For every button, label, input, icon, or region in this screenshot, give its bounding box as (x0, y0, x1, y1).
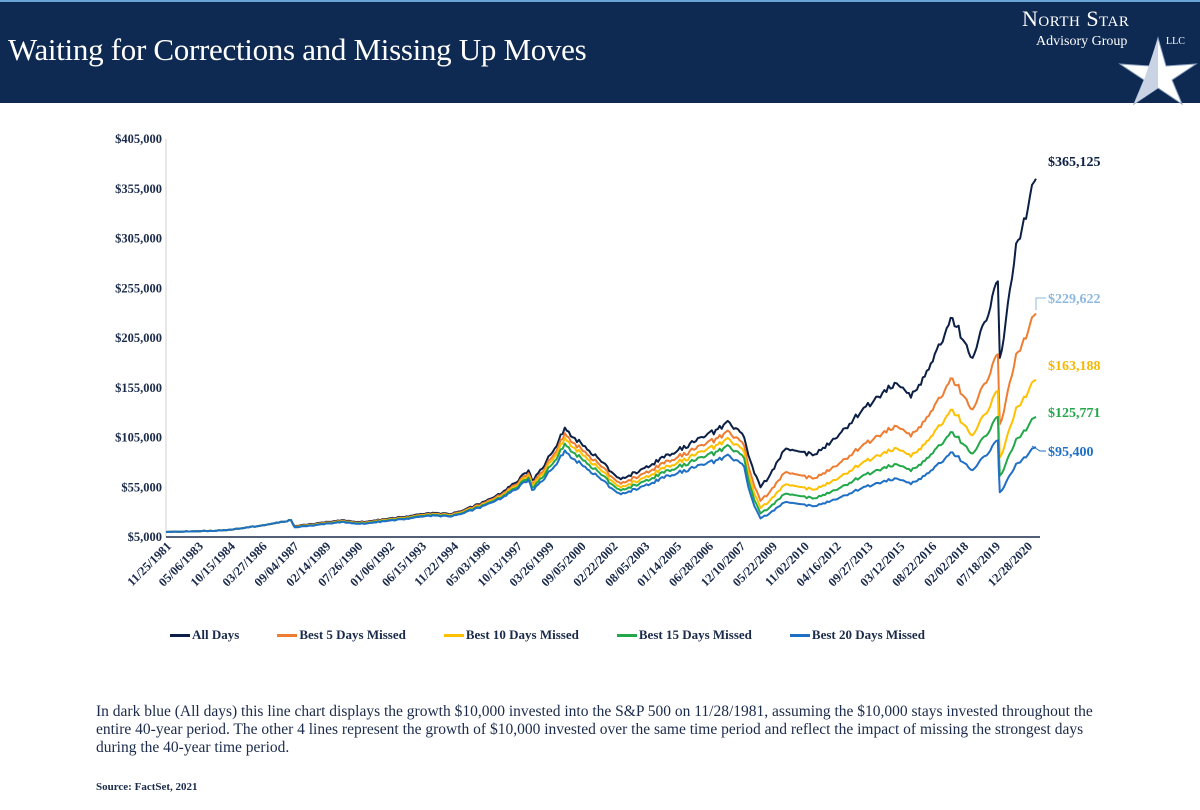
source-note: Source: FactSet, 2021 (96, 781, 198, 793)
chart-legend: All Days Best 5 Days Missed Best 10 Days M… (170, 627, 963, 643)
y-tick-label: $55,000 (121, 480, 162, 494)
legend-item: Best 10 Days Missed (443, 627, 579, 643)
legend-label: Best 10 Days Missed (465, 627, 579, 642)
end-value-label: $163,188 (1048, 359, 1101, 374)
leader-line (1031, 445, 1046, 452)
y-tick-label: $5,000 (128, 530, 162, 544)
title-banner: Waiting for Corrections and Missing Up M… (0, 0, 1200, 105)
end-value-label: $95,400 (1048, 445, 1094, 460)
legend-swatch (277, 633, 298, 637)
legend-item: All Days (170, 627, 239, 643)
legend-item: Best 5 Days Missed (277, 627, 406, 643)
y-tick-label: $355,000 (115, 182, 162, 196)
leader-line (1035, 297, 1046, 310)
north-star-logo: North Star Advisory Group LLC (1000, 2, 1200, 105)
end-value-label: $365,125 (1048, 155, 1101, 170)
legend-swatch (170, 633, 190, 637)
line-chart: $5,000 $55,000 $105,000 $155,000 $205,000 $25… (115, 132, 1101, 589)
star-icon (1118, 36, 1198, 105)
legend-item: Best 15 Days Missed (616, 627, 752, 643)
y-tick-label: $155,000 (115, 381, 162, 395)
series-line-best-10-days-missed (165, 378, 1037, 533)
logo-text-north-star: North Star (1022, 6, 1130, 31)
series-line-best-5-days-missed (165, 312, 1037, 533)
logo-text-llc: LLC (1166, 36, 1185, 47)
y-tick-label: $105,000 (115, 431, 162, 445)
chart-caption: In dark blue (All days) this line chart … (96, 703, 1093, 756)
y-tick-label: $205,000 (115, 331, 162, 345)
legend-label: Best 5 Days Missed (299, 627, 406, 642)
y-tick-label: $405,000 (115, 132, 162, 146)
legend-item: Best 20 Days Missed (789, 627, 925, 643)
end-value-label: $125,771 (1048, 406, 1101, 421)
y-tick-label: $305,000 (115, 232, 162, 246)
legend-swatch (443, 633, 464, 637)
legend-swatch (789, 633, 810, 637)
end-value-label: $229,622 (1048, 292, 1101, 307)
series-line-best-15-days-missed (165, 415, 1037, 533)
page-title: Waiting for Corrections and Missing Up M… (8, 32, 587, 67)
legend-label: All Days (192, 627, 240, 642)
legend-label: Best 15 Days Missed (638, 627, 752, 642)
y-tick-label: $255,000 (115, 281, 162, 295)
legend-swatch (616, 633, 637, 637)
series-line-best-20-days-missed (165, 439, 1037, 533)
legend-label: Best 20 Days Missed (811, 627, 925, 642)
logo-text-advisory-group: Advisory Group (1036, 34, 1128, 49)
